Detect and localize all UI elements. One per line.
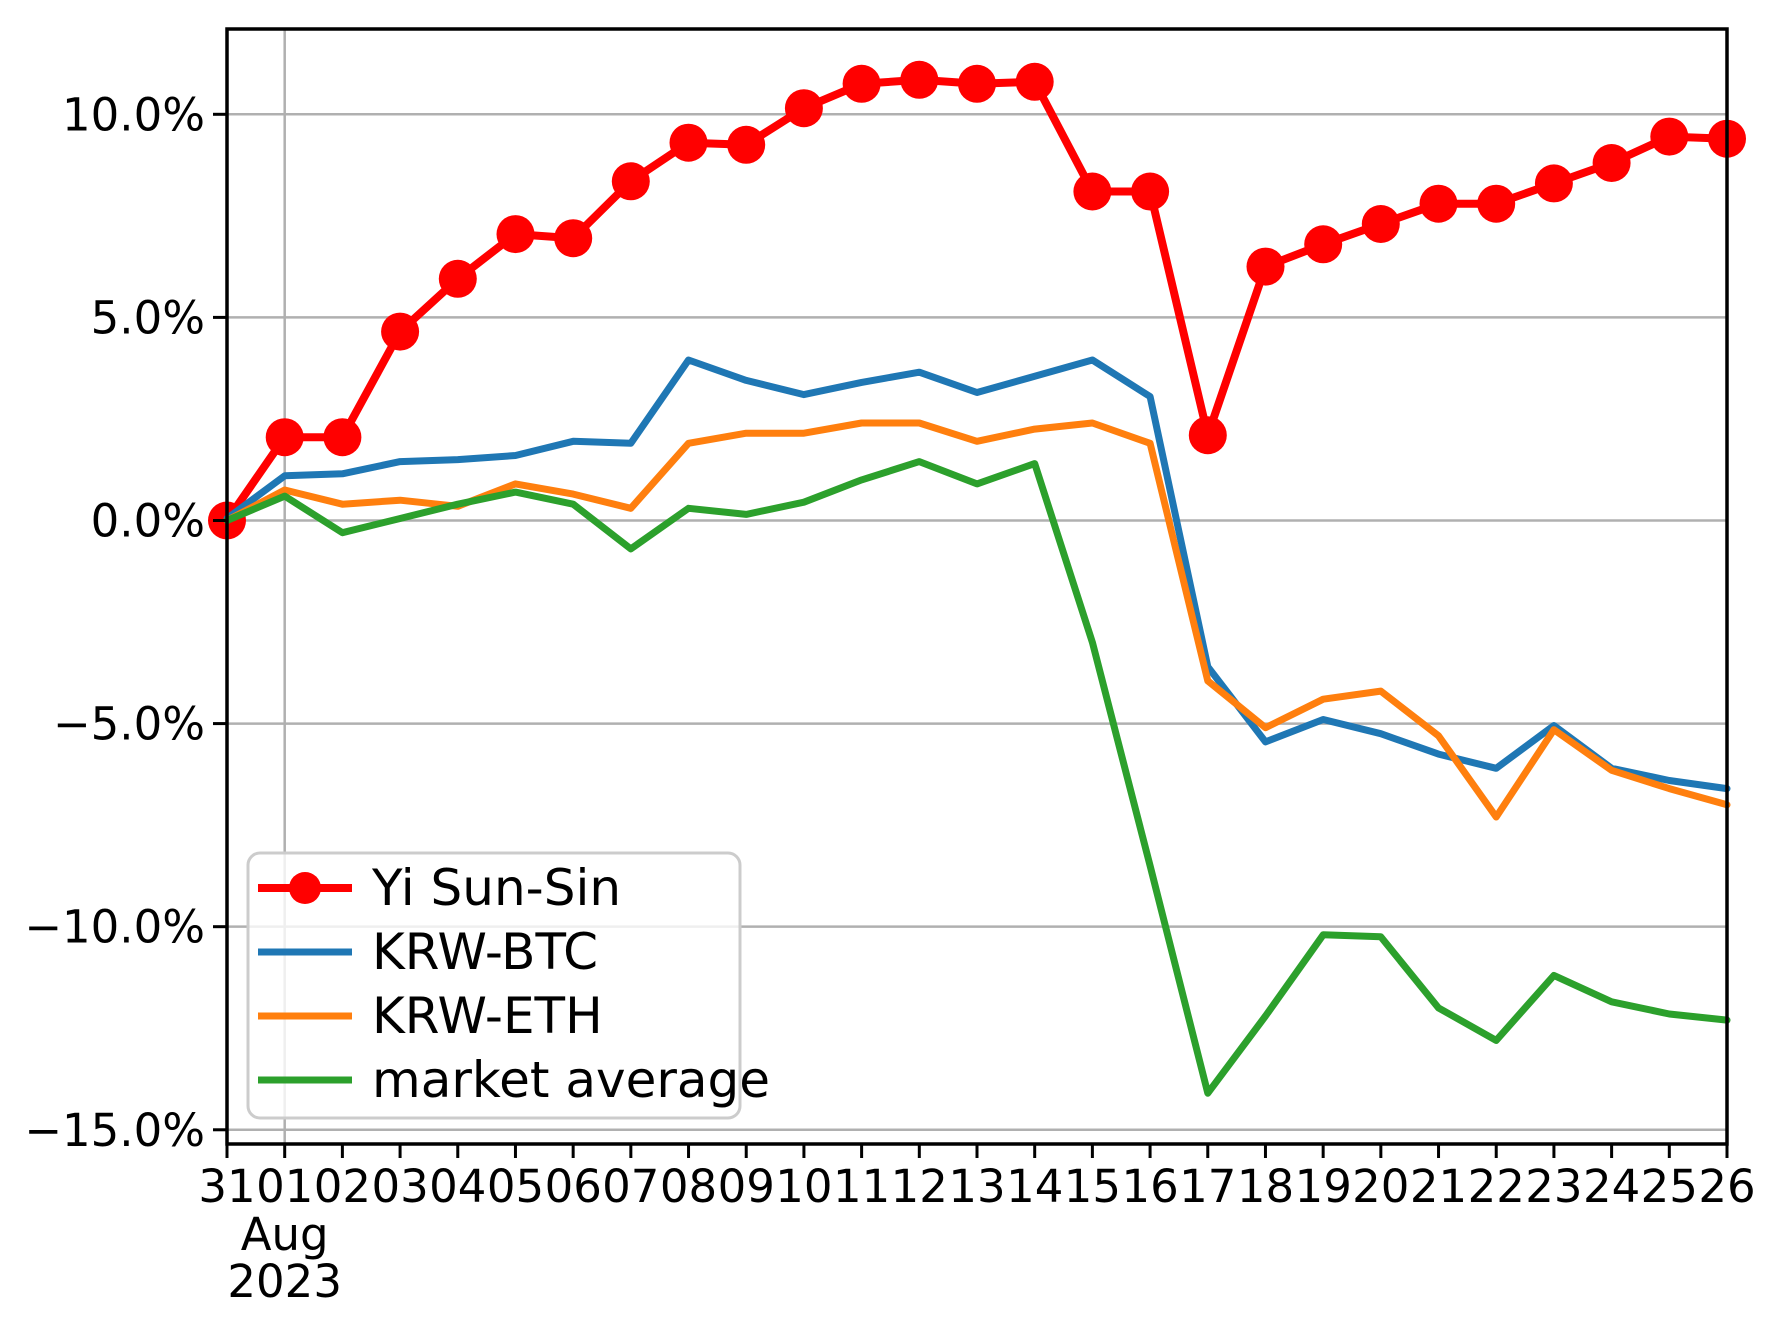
x-tick-label: 10 xyxy=(775,1160,832,1213)
legend-label: Yi Sun-Sin xyxy=(371,859,621,917)
x-axis-year-label: 2023 xyxy=(227,1255,342,1308)
x-tick-label: 14 xyxy=(1006,1160,1063,1213)
x-tick-label: 21 xyxy=(1410,1160,1467,1213)
y-tick-label: −10.0% xyxy=(24,901,205,954)
x-tick-label: 11 xyxy=(833,1160,890,1213)
x-tick-label: 26 xyxy=(1698,1160,1755,1213)
x-tick-label: 04 xyxy=(429,1160,486,1213)
data-point-marker xyxy=(1534,164,1573,203)
data-point-marker xyxy=(496,215,535,254)
x-tick-label: 18 xyxy=(1237,1160,1294,1213)
legend: Yi Sun-Sin KRW-BTC KRW-ETH market average xyxy=(246,851,770,1120)
legend-label: KRW-BTC xyxy=(372,923,598,981)
data-point-marker xyxy=(1477,184,1516,223)
x-tick-label: 02 xyxy=(314,1160,371,1213)
x-tick-label: 05 xyxy=(487,1160,544,1213)
data-point-marker xyxy=(1188,416,1227,455)
x-tick-label: 23 xyxy=(1525,1160,1582,1213)
data-point-marker xyxy=(1650,117,1689,156)
data-point-marker xyxy=(611,162,650,201)
data-point-marker xyxy=(1304,225,1343,264)
legend-entry-yi-sun-sin: Yi Sun-Sin xyxy=(258,859,621,917)
legend-entry-krw-btc: KRW-BTC xyxy=(258,923,598,981)
series-line-krw-btc xyxy=(223,356,1731,793)
x-tick-label: 01 xyxy=(256,1160,313,1213)
data-point-marker xyxy=(554,219,593,258)
x-tick-label: 24 xyxy=(1583,1160,1640,1213)
x-tick-label: 03 xyxy=(371,1160,428,1213)
data-point-marker xyxy=(381,312,420,351)
series-krw-btc xyxy=(223,356,1731,793)
data-point-marker xyxy=(784,89,823,128)
x-tick-label: 07 xyxy=(602,1160,659,1213)
legend-entry-market-average: market average xyxy=(258,1051,770,1109)
x-tick-label: 17 xyxy=(1179,1160,1236,1213)
legend-label: market average xyxy=(372,1051,770,1109)
data-point-marker xyxy=(438,259,477,298)
series-line-market-average xyxy=(223,458,1731,1097)
data-point-marker xyxy=(1131,172,1170,211)
data-point-marker xyxy=(842,64,881,103)
data-point-marker xyxy=(1361,205,1400,243)
x-tick-label: 31 xyxy=(198,1160,255,1213)
x-tick-label: 20 xyxy=(1352,1160,1409,1213)
x-tick-label: 06 xyxy=(545,1160,602,1213)
x-axis-month-label: Aug xyxy=(241,1208,329,1261)
data-point-marker xyxy=(727,125,766,164)
y-tick-label: −15.0% xyxy=(24,1104,205,1157)
y-tick-label: −5.0% xyxy=(53,698,205,751)
y-tick-label: 10.0% xyxy=(62,88,205,141)
x-tick-label: 25 xyxy=(1641,1160,1698,1213)
x-tick-label: 15 xyxy=(1064,1160,1121,1213)
legend-entry-krw-eth: KRW-ETH xyxy=(258,987,603,1045)
data-point-marker xyxy=(323,418,362,457)
x-tick-label: 22 xyxy=(1468,1160,1525,1213)
y-tick-label: 0.0% xyxy=(91,494,205,547)
data-point-marker xyxy=(900,60,939,99)
x-tick-label: 13 xyxy=(948,1160,1005,1213)
x-tick-label: 09 xyxy=(718,1160,775,1213)
data-point-marker xyxy=(1015,62,1054,101)
x-tick-label: 16 xyxy=(1121,1160,1178,1213)
legend-box xyxy=(246,851,742,1120)
legend-label: KRW-ETH xyxy=(372,987,603,1045)
x-tick-label: 19 xyxy=(1295,1160,1352,1213)
data-point-marker xyxy=(1073,172,1112,211)
legend-sample-marker xyxy=(289,872,321,904)
data-point-marker xyxy=(669,123,708,162)
data-point-marker xyxy=(1592,144,1631,182)
data-point-marker xyxy=(958,64,996,103)
series-market-average xyxy=(223,458,1731,1097)
x-tick-label: 08 xyxy=(660,1160,717,1213)
data-point-marker xyxy=(265,418,304,457)
x-tick-label: 12 xyxy=(891,1160,948,1213)
y-tick-label: 5.0% xyxy=(91,291,205,344)
data-point-marker xyxy=(1419,184,1458,223)
data-point-marker xyxy=(1246,247,1285,286)
